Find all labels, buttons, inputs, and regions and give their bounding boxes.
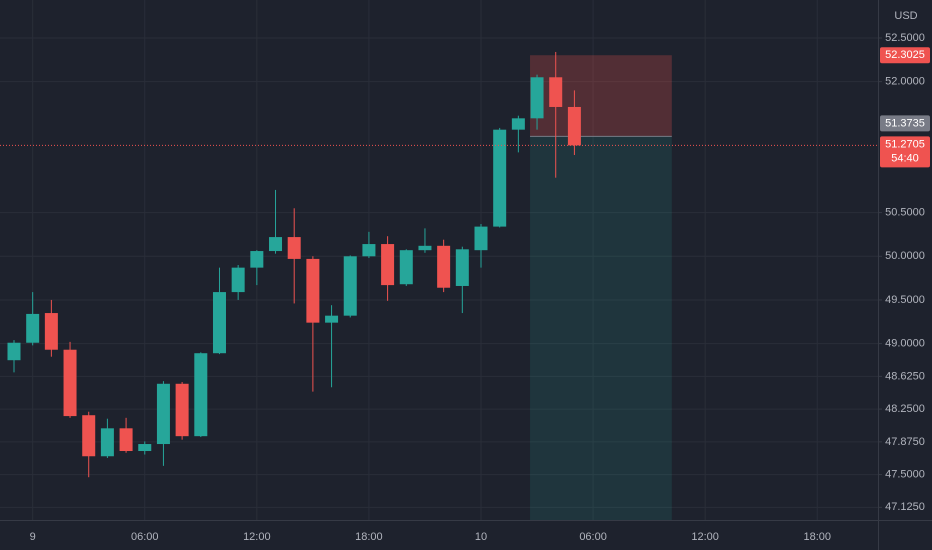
y-tick-label: 47.5000	[885, 468, 925, 480]
candle-body	[549, 77, 563, 107]
candle-body	[511, 118, 525, 130]
y-tick-label: 49.0000	[885, 338, 925, 350]
x-tick-label: 12:00	[243, 531, 271, 543]
x-tick-label: 18:00	[803, 531, 831, 543]
candle-body	[119, 428, 133, 452]
candle-body	[138, 444, 152, 452]
price-label-box	[880, 115, 930, 132]
x-tick-label: 06:00	[579, 531, 607, 543]
candle-body	[194, 353, 208, 437]
y-tick-label: 47.1250	[885, 501, 925, 513]
countdown: 54:40	[891, 152, 919, 164]
x-tick-label: 12:00	[691, 531, 719, 543]
y-tick-label: 47.8750	[885, 436, 925, 448]
y-tick-label: 50.0000	[885, 250, 925, 262]
candle-body	[530, 77, 544, 119]
candle-body	[455, 249, 469, 286]
candle-body	[175, 383, 189, 437]
x-tick-label: 06:00	[131, 531, 159, 543]
y-tick-label: 49.5000	[885, 294, 925, 306]
x-tick-label: 9	[30, 531, 36, 543]
y-tick-label: 52.0000	[885, 76, 925, 88]
candle-body	[567, 106, 581, 146]
candle-body	[399, 250, 413, 285]
price-label-box	[880, 136, 930, 168]
candle-body	[250, 251, 264, 268]
grid	[0, 0, 878, 520]
price-label: 52.3025	[885, 49, 925, 61]
x-tick-label: 10	[475, 531, 487, 543]
candle-body	[63, 349, 77, 417]
candle-body	[493, 129, 507, 227]
candle-body	[381, 244, 395, 286]
candle-body	[269, 237, 283, 252]
y-tick-label: 50.5000	[885, 207, 925, 219]
y-tick-label: 48.2500	[885, 403, 925, 415]
candle-body	[212, 292, 226, 354]
candle-body	[474, 226, 488, 251]
price-label-box	[880, 47, 930, 64]
candle-body	[82, 415, 96, 457]
price-label: 51.3735	[885, 117, 925, 129]
target-zone	[530, 136, 672, 520]
candle-body	[287, 237, 301, 259]
candle-body	[362, 244, 376, 257]
candle-body	[231, 267, 245, 293]
y-tick-label: 48.6250	[885, 370, 925, 382]
axes: 52.5000 52.0000 50.5000 50.0000 49.5000 49.00…	[30, 32, 930, 543]
candle-body	[44, 313, 58, 350]
candle-body	[418, 245, 432, 251]
plot-area	[0, 51, 878, 520]
candle-body	[156, 383, 170, 445]
y-tick-label: 52.5000	[885, 32, 925, 44]
candle-body	[26, 313, 40, 343]
candle-body	[100, 428, 114, 457]
candle-body	[437, 245, 451, 288]
candle-body	[306, 258, 320, 323]
price-label: 51.2705	[885, 138, 925, 150]
x-tick-label: 18:00	[355, 531, 383, 543]
candle-body	[343, 256, 357, 316]
candle-body	[7, 342, 21, 361]
currency-label: USD	[894, 10, 917, 22]
candle-body	[325, 315, 339, 323]
